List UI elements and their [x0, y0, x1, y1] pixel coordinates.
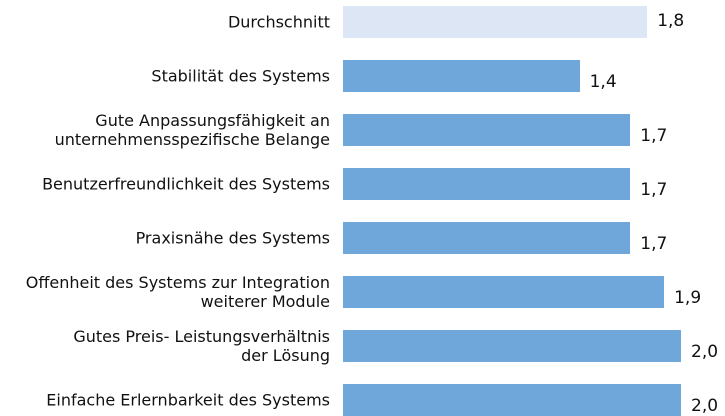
- bar: [343, 6, 648, 38]
- value-label: 2,0: [691, 396, 719, 416]
- value-label: 1,7: [640, 126, 668, 146]
- value-label: 2,0: [691, 342, 719, 362]
- bar: [343, 60, 580, 92]
- bar: [343, 222, 631, 254]
- value-label: 1,8: [657, 11, 685, 31]
- value-label: 1,9: [674, 288, 702, 308]
- bar: [343, 114, 631, 146]
- bar: [343, 384, 681, 416]
- bar: [343, 276, 665, 308]
- category-label: Benutzerfreundlichkeit des Systems: [42, 174, 330, 194]
- value-label: 1,7: [640, 234, 668, 254]
- category-label: Stabilität des Systems: [151, 66, 330, 86]
- value-label: 1,7: [640, 180, 668, 200]
- category-label: Durchschnitt: [227, 12, 330, 32]
- category-label: Offenheit des Systems zur Integration we…: [25, 273, 330, 311]
- bar: [343, 168, 631, 200]
- category-label: Gute Anpassungsfähigkeit an unternehmens…: [54, 111, 330, 149]
- category-label: Gutes Preis- Leistungsverhältnis der Lös…: [73, 327, 330, 365]
- value-label: 1,4: [589, 72, 617, 92]
- bar: [343, 330, 681, 362]
- category-label: Praxisnähe des Systems: [135, 228, 330, 248]
- category-label: Einfache Erlernbarkeit des Systems: [46, 390, 330, 410]
